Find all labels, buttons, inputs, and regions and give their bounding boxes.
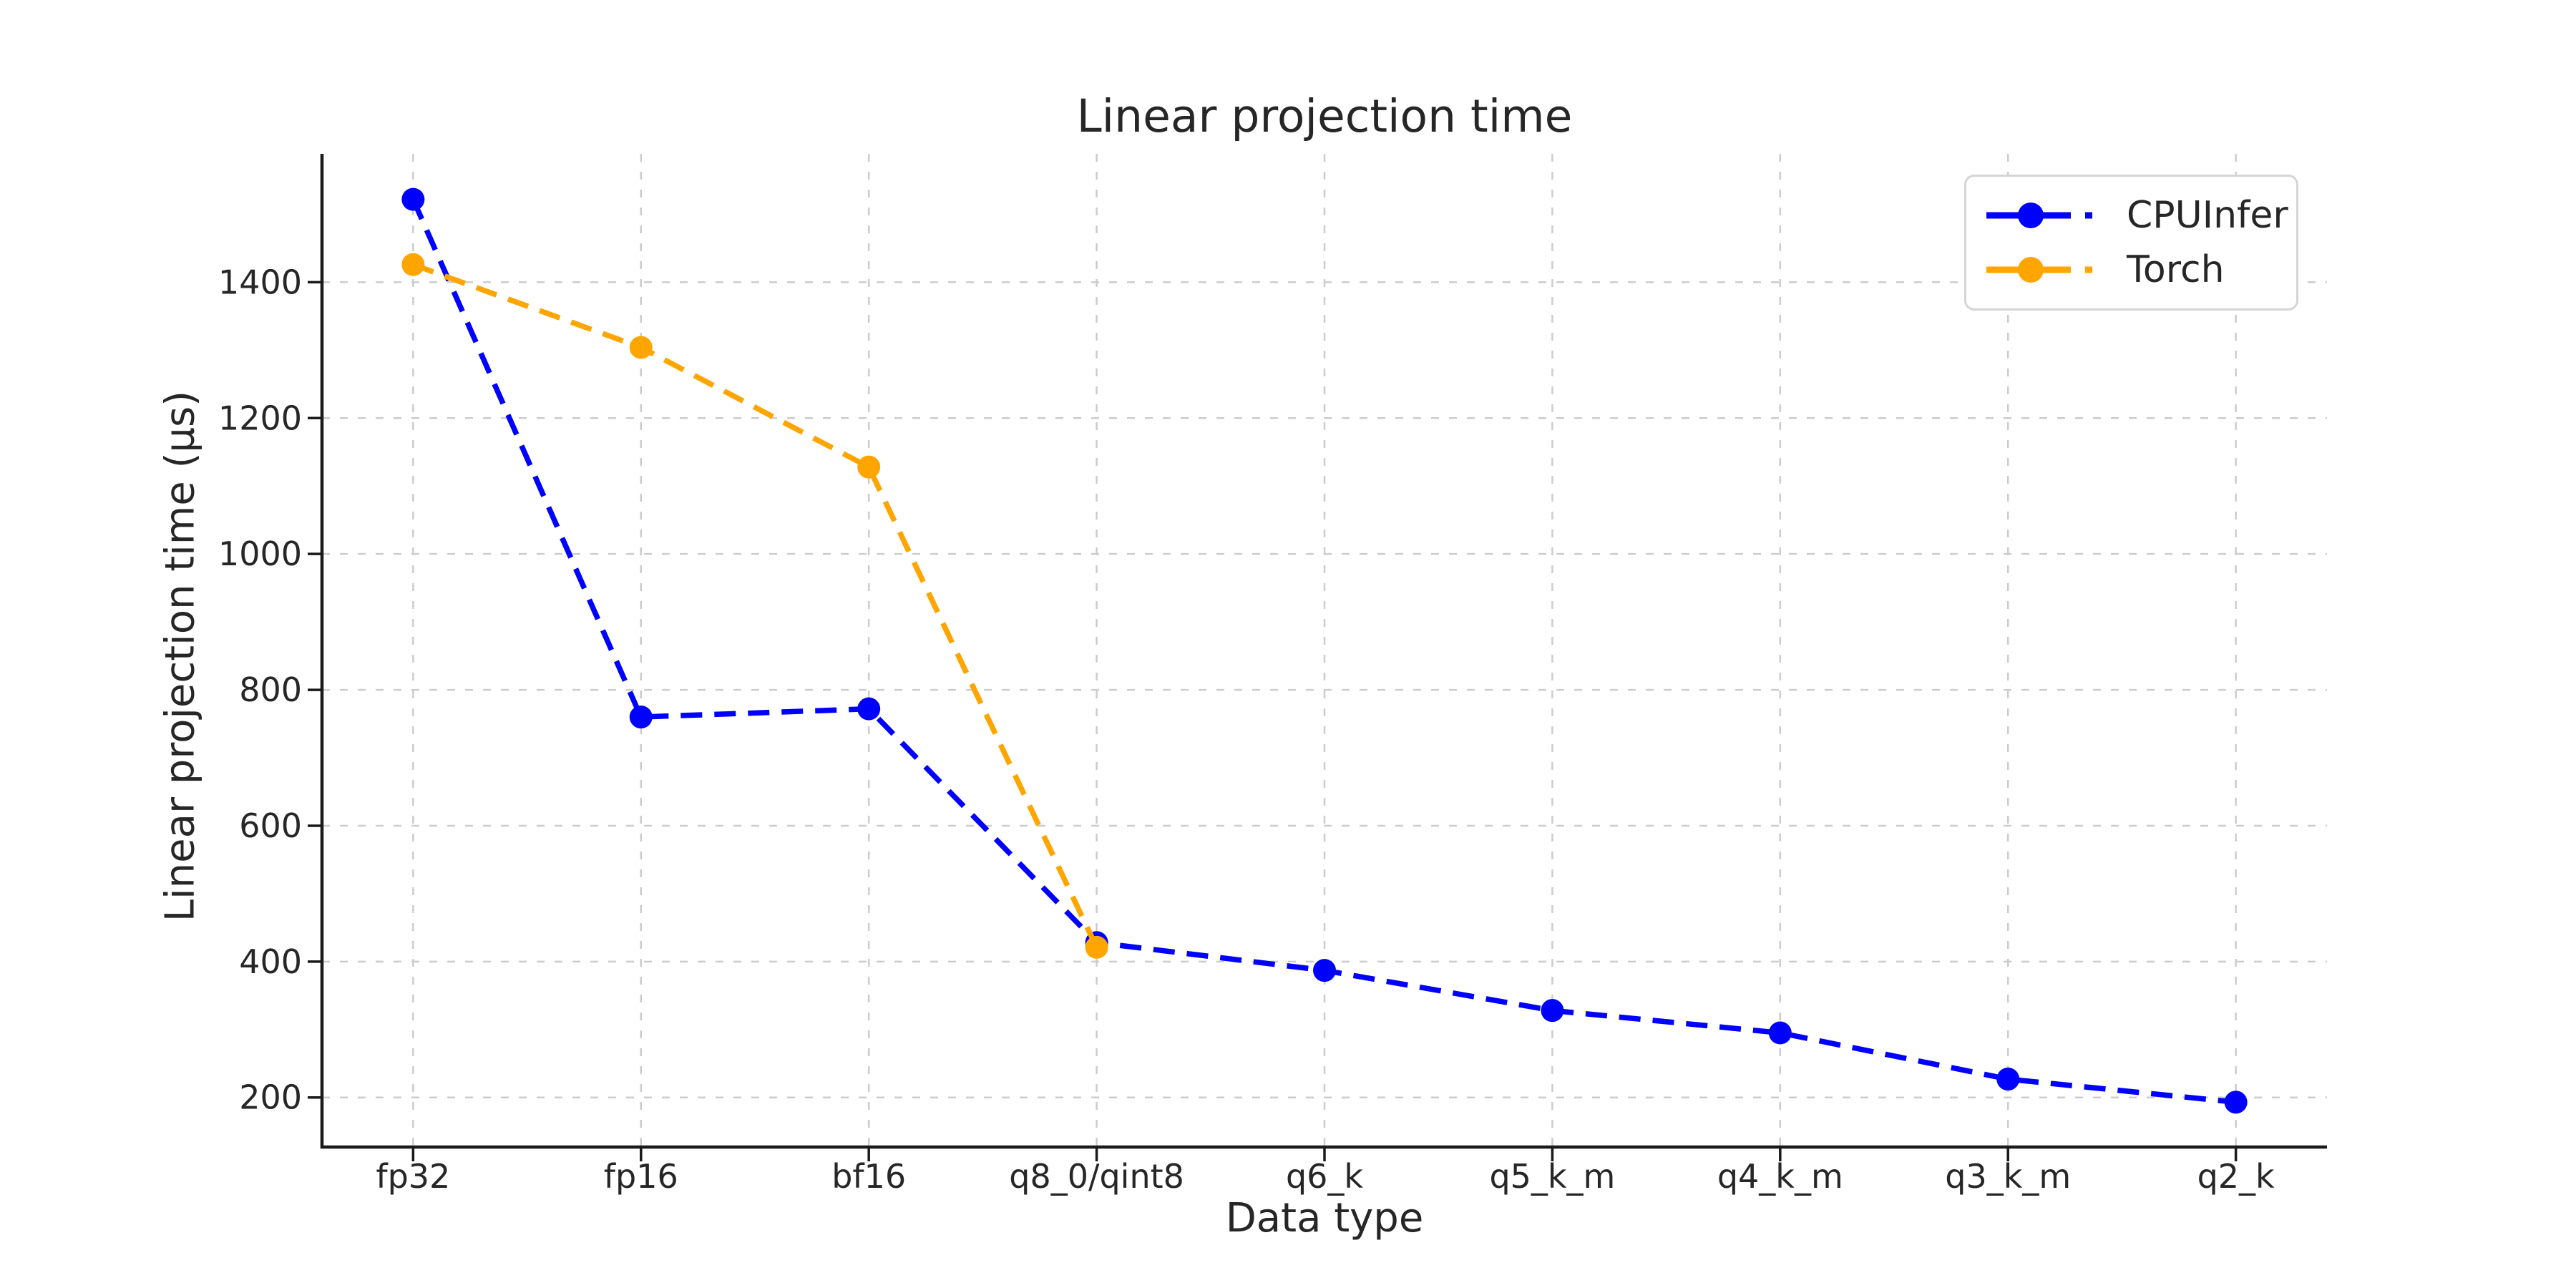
x-tick-label: q4_k_m xyxy=(1717,1157,1843,1196)
x-tick-label: fp32 xyxy=(376,1157,450,1196)
data-point-cpuinfer xyxy=(1313,959,1336,982)
data-point-cpuinfer xyxy=(1541,999,1564,1023)
x-tick-label: q6_k xyxy=(1286,1157,1363,1196)
data-point-cpuinfer xyxy=(2224,1091,2248,1114)
x-axis-label: Data type xyxy=(1225,1195,1424,1241)
x-tick-label: q3_k_m xyxy=(1945,1157,2071,1196)
data-point-cpuinfer xyxy=(1996,1068,2020,1091)
y-tick-label: 1400 xyxy=(218,263,302,301)
legend-label: CPUInfer xyxy=(2127,194,2288,237)
legend-item-cpuinfer: CPUInfer xyxy=(1984,197,2296,234)
legend: CPUInfer Torch xyxy=(1964,175,2298,311)
chart-title: Linear projection time xyxy=(1076,90,1573,142)
y-tick-label: 200 xyxy=(239,1078,302,1117)
data-point-cpuinfer xyxy=(857,697,881,721)
data-point-cpuinfer xyxy=(1768,1021,1792,1045)
y-tick-label: 800 xyxy=(239,670,302,709)
series-line-torch xyxy=(412,262,1099,949)
data-point-cpuinfer xyxy=(401,187,425,211)
data-point-torch xyxy=(857,455,881,479)
data-point-torch xyxy=(1085,935,1108,959)
legend-label: Torch xyxy=(2127,248,2225,291)
y-axis-label: Linear projection time (μs) xyxy=(157,390,204,922)
x-tick-label: q2_k xyxy=(2197,1157,2275,1196)
x-tick-label: q5_k_m xyxy=(1489,1157,1615,1196)
torch-dashed-line-sample-icon xyxy=(1986,257,2102,283)
data-point-torch xyxy=(401,253,425,276)
data-point-cpuinfer xyxy=(629,706,653,729)
y-tick-label: 1200 xyxy=(218,399,302,437)
data-point-torch xyxy=(629,336,653,359)
cpuinfer-dashed-line-sample-icon xyxy=(1986,203,2102,228)
x-tick-label: fp16 xyxy=(604,1157,678,1196)
x-tick-label: q8_0/qint8 xyxy=(1009,1157,1184,1196)
y-tick-label: 1000 xyxy=(218,535,302,573)
x-tick-label: bf16 xyxy=(831,1157,906,1196)
y-tick-label: 400 xyxy=(239,942,302,981)
y-tick-label: 600 xyxy=(239,806,302,845)
legend-item-torch: Torch xyxy=(1984,251,2296,288)
